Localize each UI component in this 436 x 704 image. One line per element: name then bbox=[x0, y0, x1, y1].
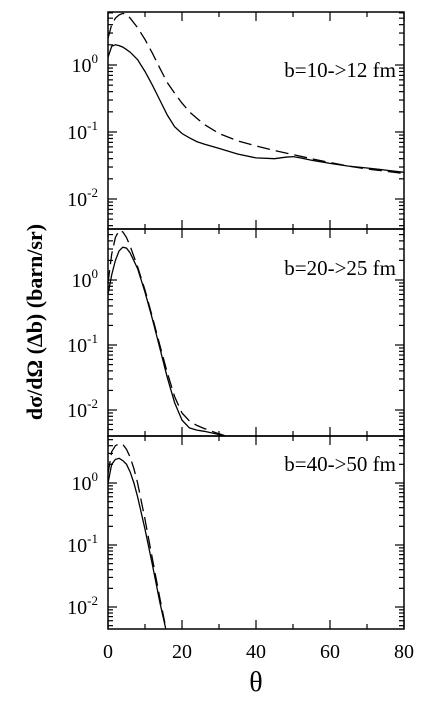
panel-frame-top bbox=[107, 11, 405, 230]
panel-label-middle: b=20->25 fm bbox=[284, 256, 396, 280]
x-tick-label: 60 bbox=[320, 641, 340, 663]
curves-layer bbox=[108, 12, 404, 629]
y-tick-label: 10-1 bbox=[67, 531, 98, 557]
series-line-bottom-dashed bbox=[108, 443, 167, 629]
series-line-middle-dashed bbox=[108, 229, 229, 436]
x-tick-label: 0 bbox=[103, 641, 113, 663]
series-line-bottom-solid bbox=[108, 457, 167, 629]
y-tick-label: 100 bbox=[72, 469, 99, 495]
series-line-top-solid bbox=[108, 44, 404, 173]
y-tick-label: 100 bbox=[72, 266, 99, 292]
x-tick-label: 80 bbox=[394, 641, 414, 663]
panel-label-bottom: b=40->50 fm bbox=[284, 452, 396, 476]
x-tick-label: 40 bbox=[246, 641, 266, 663]
y-tick-label: 10-1 bbox=[67, 118, 98, 144]
y-tick-label: 10-2 bbox=[67, 593, 98, 619]
x-axis-title: θ bbox=[249, 667, 262, 698]
y-axis-title: dσ/dΩ (Δb) (barn/sr) bbox=[22, 224, 47, 420]
y-tick-label: 10-2 bbox=[67, 396, 98, 422]
series-line-middle-solid bbox=[108, 246, 229, 436]
y-tick-label: 100 bbox=[72, 51, 99, 77]
panel-label-top: b=10->12 fm bbox=[284, 58, 396, 82]
y-tick-label: 10-2 bbox=[67, 185, 98, 211]
x-tick-label: 20 bbox=[172, 641, 192, 663]
y-tick-label: 10-1 bbox=[67, 331, 98, 357]
series-line-top-dashed bbox=[108, 12, 404, 175]
